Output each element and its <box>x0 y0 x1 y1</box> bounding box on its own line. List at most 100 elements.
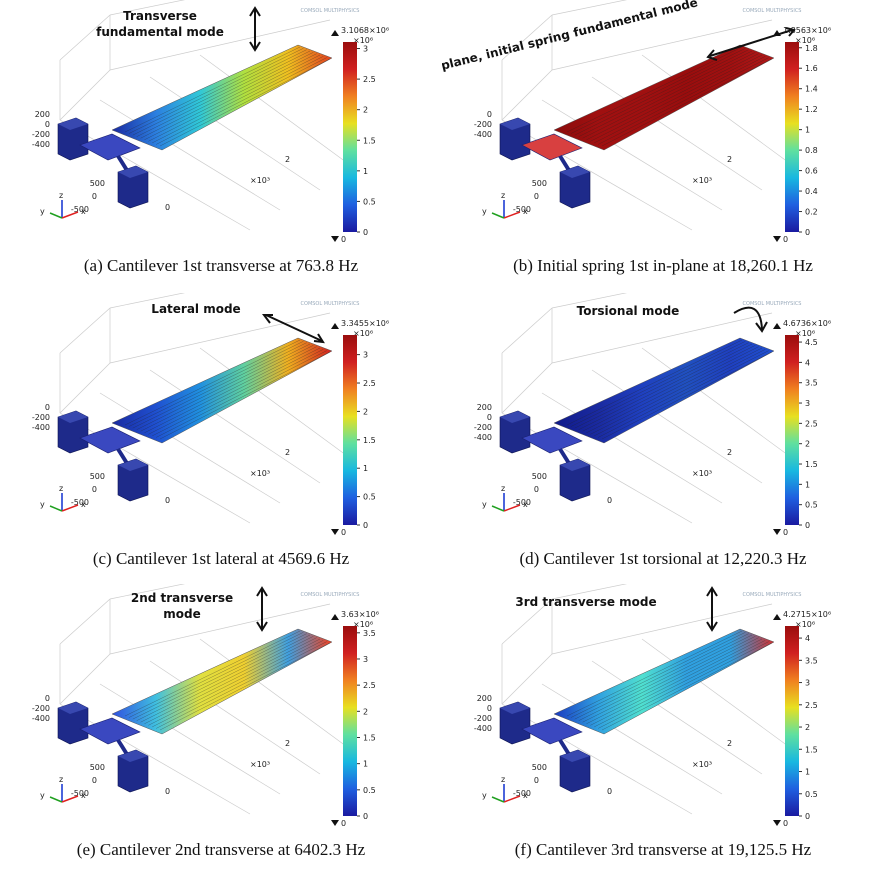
colorbar <box>343 626 357 816</box>
subfigure: 2000-200-4005000-50002×10³xyzCOMSOL MULT… <box>442 584 884 874</box>
fringe-line <box>586 638 758 724</box>
z-tick-label: 0 <box>487 413 492 422</box>
fringe-line <box>148 348 320 434</box>
axis-y <box>50 213 62 218</box>
y-tick-label: 0 <box>534 776 539 785</box>
fringe-line <box>144 54 316 140</box>
annotation: Torsional mode <box>577 304 680 318</box>
fringe-line <box>575 50 749 135</box>
min-label: 0 <box>783 235 788 244</box>
colorbar-tick-label: 0.5 <box>805 790 818 799</box>
y-tick-label: 500 <box>532 763 547 772</box>
x-scale-label: ×10³ <box>692 469 712 478</box>
x-tick-label: 0 <box>607 787 612 796</box>
colorbar-tick-label: 0 <box>363 228 368 237</box>
y-tick-label: -500 <box>71 789 89 798</box>
figure: 2000-200-4005000-50002×10³xyzCOMSOL MULT… <box>0 0 884 874</box>
colorbar-tick-label: 1 <box>805 480 810 489</box>
x-scale-label: ×10³ <box>250 760 270 769</box>
annotation: mode <box>163 607 200 621</box>
max-label: 3.63×10⁶ <box>341 610 379 619</box>
plate <box>522 718 582 744</box>
axis-letter: z <box>501 775 505 784</box>
min-label: 0 <box>783 819 788 828</box>
x-tick-label: 2 <box>285 155 290 164</box>
mode-arrow <box>707 588 717 630</box>
annotation: Lateral mode <box>151 302 240 316</box>
colorbar-tick-label: 1.6 <box>805 64 818 73</box>
colorbar-tick-label: 0.5 <box>363 493 376 502</box>
x-scale-label: ×10³ <box>692 760 712 769</box>
grid-line <box>502 308 552 353</box>
x-tick-label: 0 <box>165 496 170 505</box>
grid-line <box>60 70 110 120</box>
fringe-line <box>579 51 752 137</box>
x-tick-label: 2 <box>285 739 290 748</box>
plot: 0-200-4005000-50002×10³xyzCOMSOL MULTIPH… <box>0 584 442 834</box>
colorbar-tick-label: 2 <box>805 723 810 732</box>
mode-arrow <box>264 315 323 342</box>
colorbar-tick-label: 0 <box>805 521 810 530</box>
fringe-line <box>137 344 310 430</box>
plate <box>80 134 140 160</box>
colorbar-tick-label: 1 <box>805 768 810 777</box>
grid-line <box>60 308 110 353</box>
colorbar <box>343 42 357 232</box>
colorbar-tick-label: 1.4 <box>805 85 818 94</box>
axis-letter: x <box>81 500 86 509</box>
fringe-line <box>590 55 762 141</box>
logo: COMSOL MULTIPHYSICS <box>301 8 360 14</box>
beam <box>112 338 332 443</box>
colorbar-tick-label: 1 <box>805 126 810 135</box>
y-tick-label: 0 <box>534 485 539 494</box>
axis-y <box>50 797 62 802</box>
plate <box>522 427 582 453</box>
grid-line <box>502 70 552 120</box>
axis-letter: x <box>523 500 528 509</box>
z-tick-label: -400 <box>474 433 492 442</box>
colorbar-tick-label: 1.5 <box>363 436 376 445</box>
z-tick-label: -200 <box>32 130 50 139</box>
fringe-line <box>583 636 756 722</box>
z-tick-label: 200 <box>477 403 492 412</box>
plot: 0-200-4005000-5002×10³xyzCOMSOL MULTIPHY… <box>442 0 884 250</box>
mode-arrow <box>257 588 267 630</box>
fringe-line <box>133 50 307 135</box>
min-label: 0 <box>341 819 346 828</box>
min-marker <box>773 236 781 242</box>
plate <box>80 427 140 453</box>
y-tick-label: -500 <box>71 498 89 507</box>
z-tick-label: -200 <box>474 423 492 432</box>
logo: COMSOL MULTIPHYSICS <box>301 592 360 598</box>
beam <box>554 45 774 150</box>
logo: COMSOL MULTIPHYSICS <box>301 301 360 307</box>
max-marker <box>773 614 781 620</box>
fringe-line <box>133 343 307 428</box>
fringe-line <box>575 343 749 428</box>
z-tick-label: -200 <box>474 120 492 129</box>
y-tick-label: -500 <box>513 498 531 507</box>
max-label: 3.1068×10⁶ <box>341 26 389 35</box>
caption: (d) Cantilever 1st torsional at 12,220.3… <box>442 549 884 569</box>
fringe-line <box>590 348 762 434</box>
colorbar-tick-label: 1 <box>363 167 368 176</box>
x-tick-label: 2 <box>727 739 732 748</box>
caption: (c) Cantilever 1st lateral at 4569.6 Hz <box>0 549 442 569</box>
z-tick-label: 200 <box>477 694 492 703</box>
axis-letter: y <box>482 207 487 216</box>
axis-letter: y <box>482 500 487 509</box>
z-tick-label: -400 <box>32 714 50 723</box>
y-tick-label: -500 <box>513 205 531 214</box>
min-marker <box>331 236 339 242</box>
colorbar-tick-label: 3.5 <box>805 379 818 388</box>
z-tick-label: 200 <box>35 110 50 119</box>
colorbar-tick-label: 2 <box>363 707 368 716</box>
colorbar <box>343 335 357 525</box>
z-tick-label: -200 <box>474 714 492 723</box>
y-tick-label: -500 <box>71 205 89 214</box>
fringe-line <box>583 52 756 138</box>
y-tick-label: 500 <box>90 179 105 188</box>
